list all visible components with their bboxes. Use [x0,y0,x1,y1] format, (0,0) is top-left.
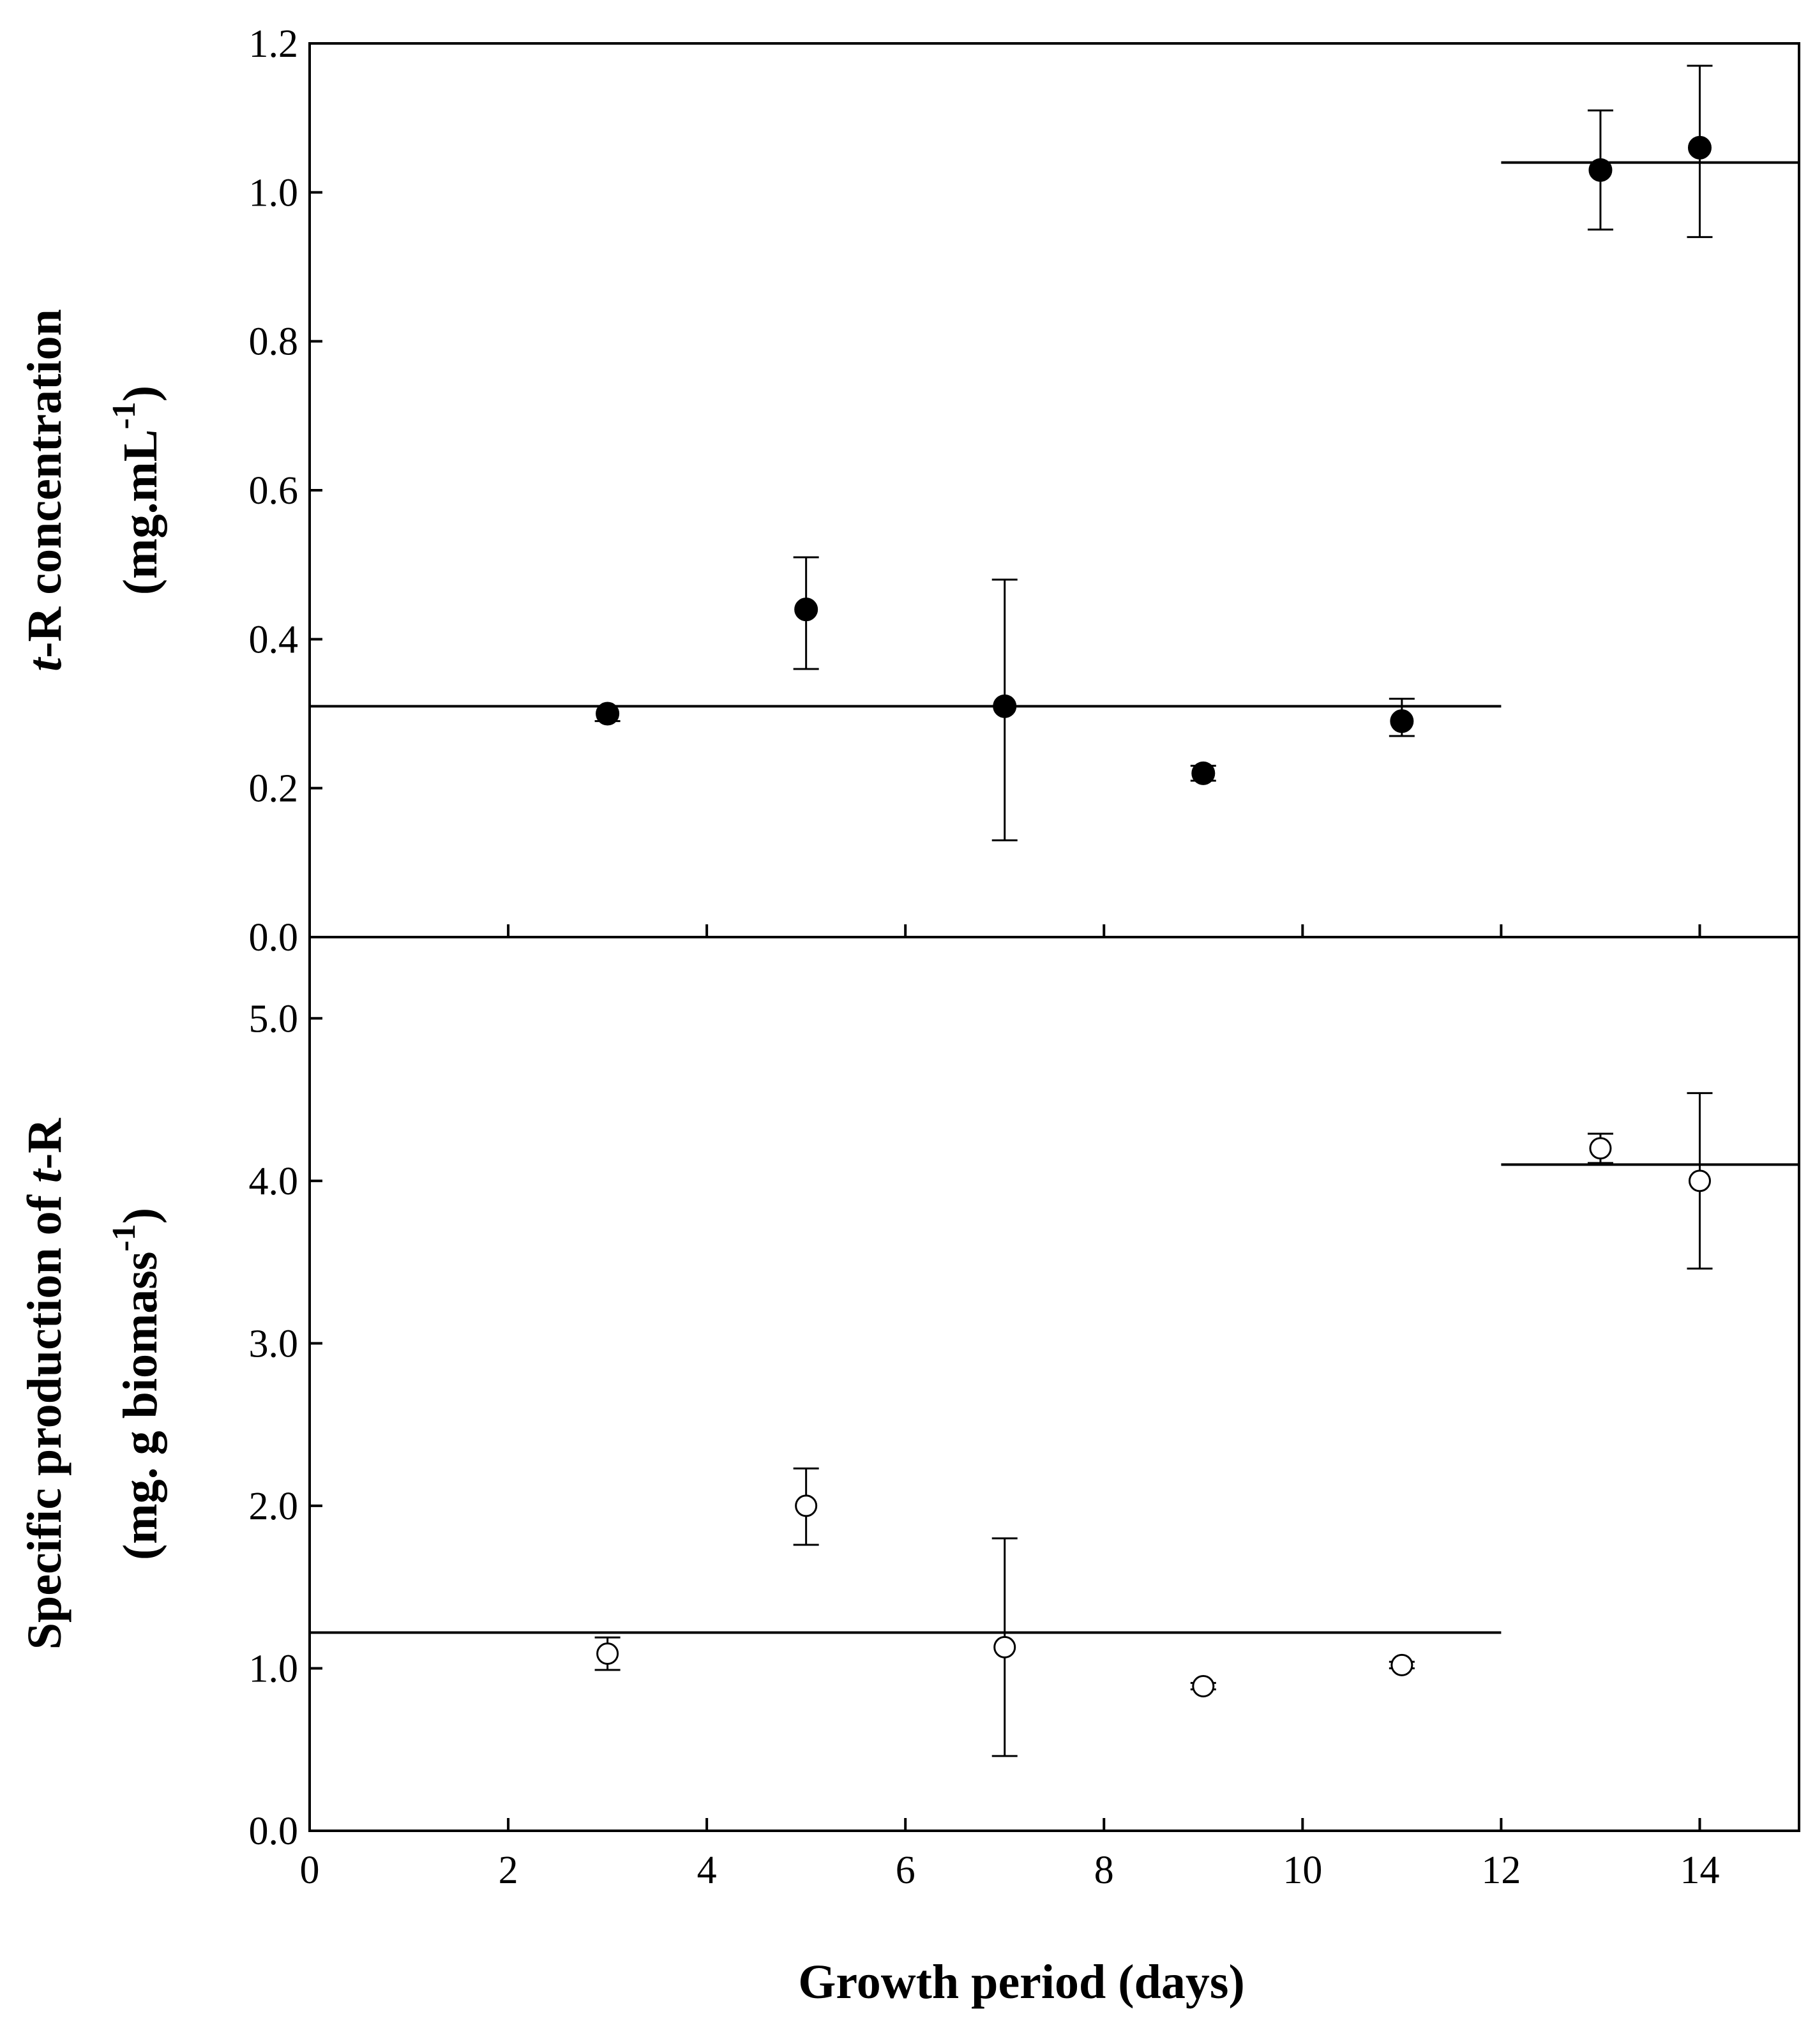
lower-y-tick-label: 1.0 [249,1647,299,1690]
upper-y-tick-label: 0.2 [249,767,299,811]
lower-panel-axes: 0.0 1.0 2.0 3.0 4.0 5.0 [249,997,1701,1853]
lower-y-tick-label: 4.0 [249,1160,299,1203]
upper-data-point [1191,761,1216,785]
lower-data-point [795,1494,818,1517]
upper-panel-data [310,64,1799,841]
lower-y-tick-label: 0.0 [249,1810,299,1853]
lower-y-axis-title: Specific production of t-R [18,1118,72,1650]
lower-y-tick-label: 3.0 [249,1322,299,1365]
x-tick-label: 14 [1680,1849,1719,1892]
x-tick-label: 8 [1094,1849,1114,1892]
upper-data-point [596,702,620,726]
upper-y-axis-unit: (mg.mL-1) [106,386,167,595]
lower-data-point [1589,1137,1612,1160]
upper-y-axis-title: t-R concentration [18,309,72,672]
upper-panel-frame [308,42,1800,938]
lower-data-point [596,1642,619,1665]
x-tick-label: 10 [1283,1849,1322,1892]
upper-data-point [993,694,1017,718]
x-tick-label: 0 [300,1849,320,1892]
upper-data-point [1588,158,1613,182]
lower-y-tick-label: 2.0 [249,1485,299,1528]
upper-y-tick-label: 1.0 [249,171,299,214]
upper-panel-axes: 0.0 0.2 0.4 0.6 0.8 1.0 1.2 [249,22,1701,959]
upper-y-tick-label: 0.6 [249,469,299,513]
lower-panel-data [310,1092,1799,1757]
x-tick-label: 6 [896,1849,915,1892]
upper-data-point [1390,709,1414,733]
lower-data-point [1390,1653,1413,1676]
upper-data-point [794,597,818,622]
x-axis: 0 2 4 6 8 10 12 14 [300,1849,1720,1892]
x-tick-label: 2 [499,1849,518,1892]
x-axis-title: Growth period (days) [798,1955,1245,2009]
lower-data-point [1192,1674,1215,1697]
lower-data-point [1688,1169,1711,1192]
upper-y-tick-label: 0.4 [249,618,299,661]
upper-y-tick-label: 1.2 [249,22,299,66]
upper-y-tick-label: 0.0 [249,916,299,959]
upper-data-point [1687,135,1712,160]
x-tick-label: 4 [697,1849,717,1892]
lower-y-tick-label: 5.0 [249,997,299,1041]
lower-panel-frame [308,936,1800,1832]
x-tick-label: 12 [1481,1849,1521,1892]
lower-y-axis-unit: (mg. g biomass-1) [106,1208,167,1560]
upper-y-tick-label: 0.8 [249,320,299,364]
lower-data-point [993,1635,1016,1658]
